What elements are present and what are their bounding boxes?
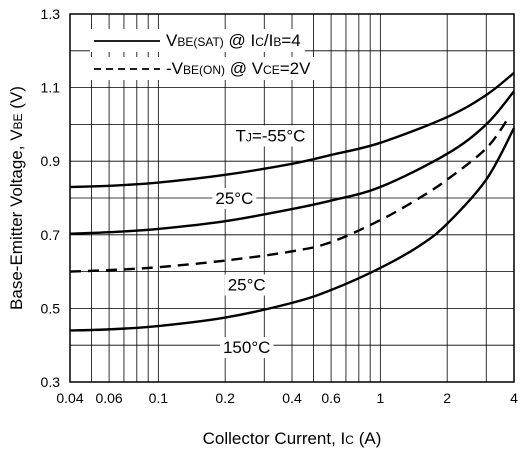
y-tick-label: 0.3 <box>41 374 61 390</box>
curve-label-text: 150°C <box>223 338 270 357</box>
x-tick-label: 4 <box>510 390 518 406</box>
curve-label-text: 25°C <box>215 189 253 208</box>
curve-label-background <box>212 188 257 209</box>
legend-item-background <box>90 57 316 80</box>
curve-label-3: 25°C <box>224 274 269 296</box>
x-tick-label: 0.2 <box>215 390 235 406</box>
curve-label-4: 150°C <box>219 337 274 359</box>
legend-item-2: -VBE(ON) @ VCE=2V <box>90 57 316 80</box>
legend-item-1: VBE(SAT) @ IC/IB=4 <box>90 29 305 52</box>
y-tick-labels: 0.3 0.5 0.7 0.9 1.1 1.3 <box>41 6 61 390</box>
y-tick-label: 0.9 <box>41 153 61 169</box>
series-curve-1 <box>69 71 515 189</box>
data-curves <box>69 71 516 332</box>
legend-label: VBE(SAT) @ IC/IB=4 <box>166 31 301 50</box>
y-tick-label: 1.1 <box>41 80 61 96</box>
series-curve-2 <box>69 90 515 235</box>
x-tick-label: 0.04 <box>56 390 83 406</box>
x-axis-title: Collector Current, IC (A) <box>203 429 382 448</box>
legend-label: -VBE(ON) @ VCE=2V <box>166 59 311 78</box>
curve-label-background <box>219 337 274 359</box>
curve-labels: TJ=-55°C 25°C 25°C 150°C <box>212 125 309 359</box>
series-curve-3 <box>69 116 511 273</box>
y-axis-title: Base-Emitter Voltage, VBE (V) <box>7 86 26 310</box>
curve-label-2: 25°C <box>212 188 257 209</box>
x-tick-label: 0.06 <box>95 390 122 406</box>
curve-label-text: 25°C <box>228 275 266 294</box>
x-tick-label: 1 <box>376 390 384 406</box>
x-tick-label: 0.6 <box>321 390 341 406</box>
curve-label-1: TJ=-55°C <box>232 125 309 147</box>
legend: VBE(SAT) @ IC/IB=4 -VBE(ON) @ VCE=2V <box>90 29 316 80</box>
x-tick-label: 2 <box>443 390 451 406</box>
series-curve-4 <box>69 127 516 332</box>
plot-frame <box>69 13 515 383</box>
y-tick-label: 0.7 <box>41 227 61 243</box>
x-tick-labels: 0.04 0.06 0.1 0.2 0.4 0.6 1 2 4 <box>56 390 518 406</box>
curve-label-background <box>232 125 309 147</box>
x-tick-label: 0.1 <box>149 390 169 406</box>
curve-label-text: TJ=-55°C <box>236 126 306 145</box>
y-tick-label: 0.5 <box>41 300 61 316</box>
curve-label-background <box>224 274 269 296</box>
x-tick-label: 0.4 <box>282 390 302 406</box>
legend-item-background <box>90 29 305 52</box>
y-tick-label: 1.3 <box>41 6 61 22</box>
